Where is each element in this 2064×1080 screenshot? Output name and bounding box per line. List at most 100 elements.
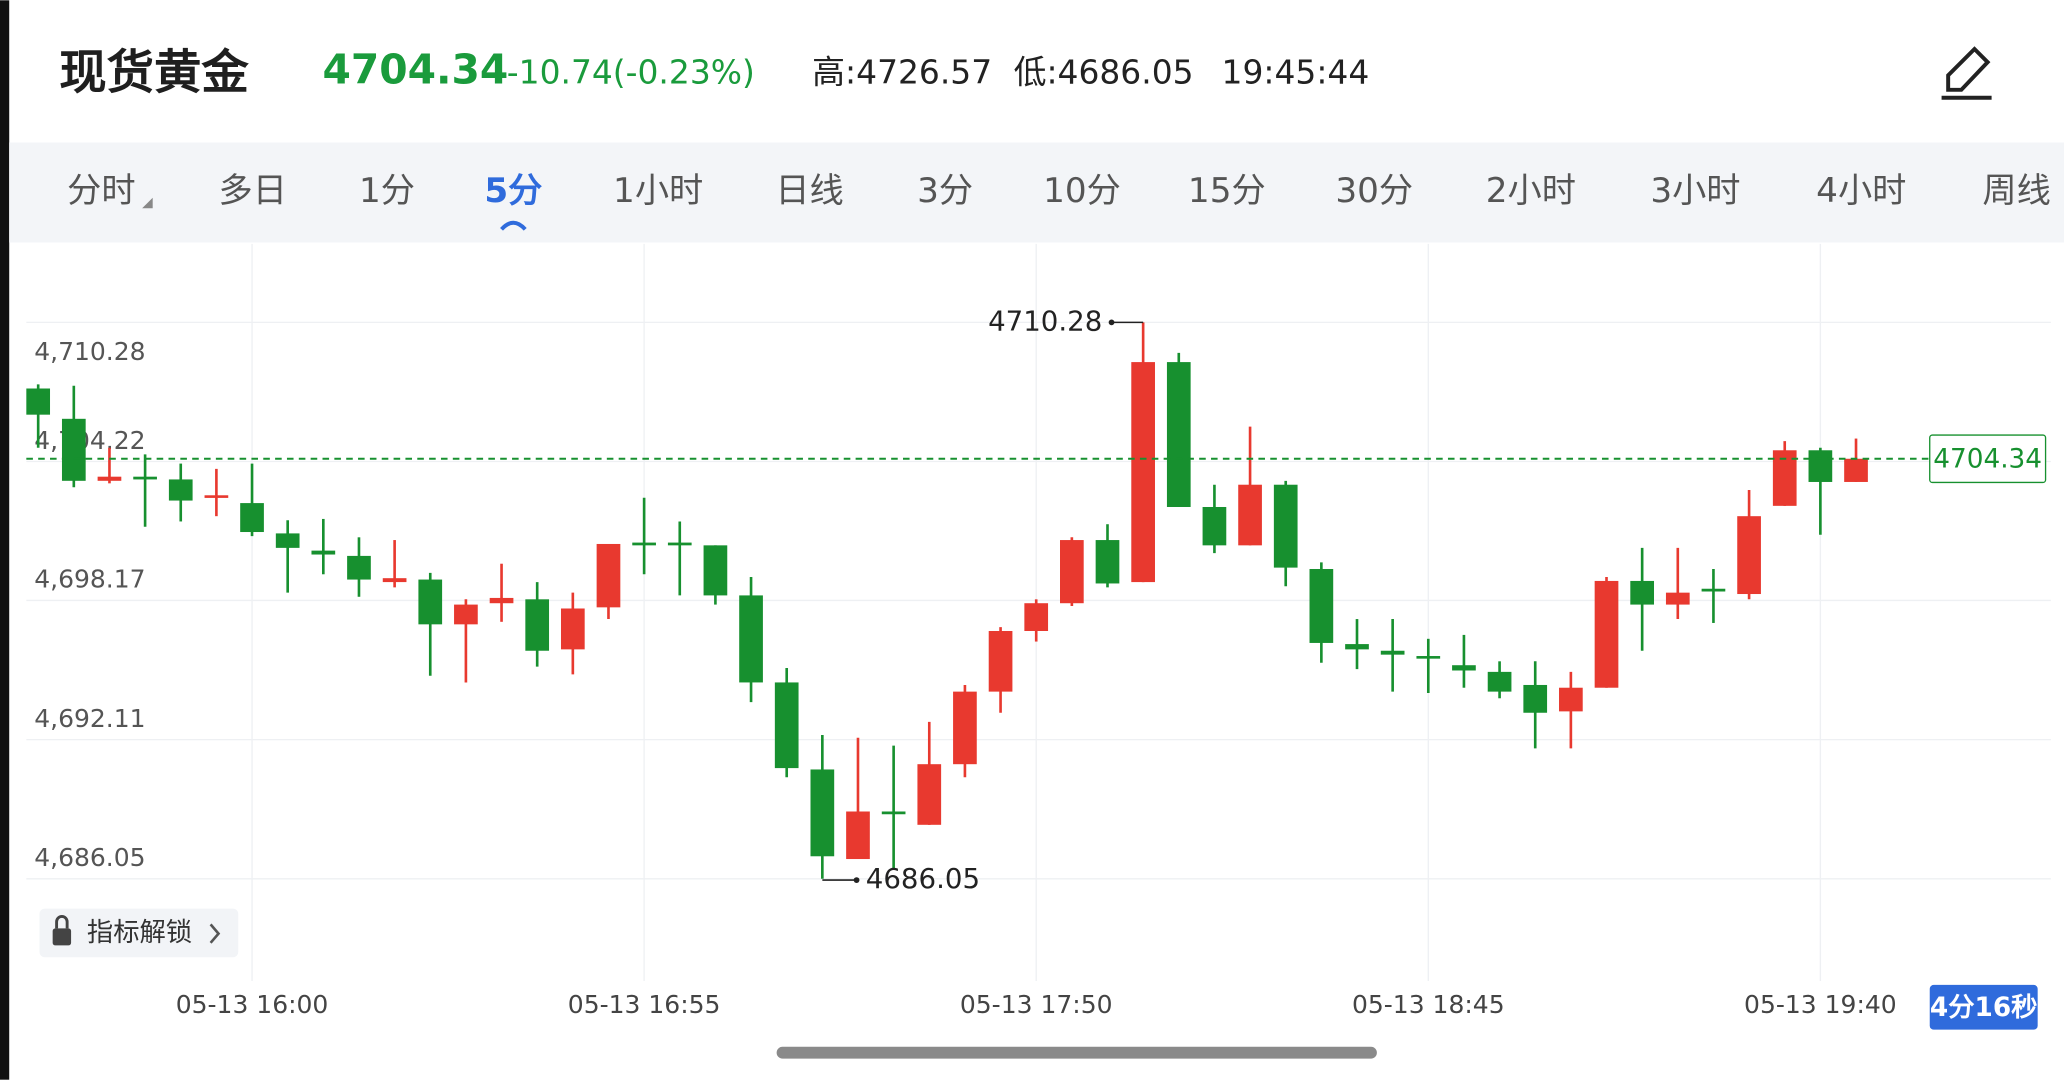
edit-button[interactable] xyxy=(1941,46,1992,100)
tab[interactable]: 15分 xyxy=(1188,171,1266,211)
candle-body xyxy=(1523,684,1548,713)
tab[interactable]: 日线 xyxy=(775,171,843,211)
indicator-button[interactable]: 指标解锁 xyxy=(39,908,239,958)
tab[interactable]: 5分 xyxy=(484,171,542,211)
candle-body xyxy=(61,418,86,481)
current-price: 4704.34 xyxy=(323,46,509,94)
countdown-badge: 4分16秒 xyxy=(1929,984,2038,1030)
candle-body xyxy=(1309,568,1334,643)
candle-body xyxy=(739,595,763,683)
day-high: 高:4726.57 xyxy=(812,53,992,92)
candle-body xyxy=(1131,362,1155,583)
candle-body xyxy=(311,550,336,555)
candle-body xyxy=(1060,540,1084,604)
lock-icon xyxy=(52,928,72,946)
indicator-button-bg xyxy=(39,908,239,958)
candle-body xyxy=(810,769,835,857)
candle-body xyxy=(240,503,264,533)
tabs: 分时 多日 1分 5分 1小时 日线 3分 10分 15分 30分 2小时 3小时 4小时 周线 xyxy=(67,171,2051,231)
y-tick-label: 4,704.22 xyxy=(34,426,145,455)
chart: 4,686.05 4,692.11 4,698.17 4,704.22 4,710.28… xyxy=(26,243,2051,1019)
lock-shackle xyxy=(55,915,69,929)
candle-body xyxy=(418,579,443,625)
last-price-label: 4704.34 xyxy=(1933,445,2042,475)
indicator-button-label: 指标解锁 xyxy=(87,918,192,948)
candle-body xyxy=(275,533,300,548)
candle-body xyxy=(667,542,692,546)
x-tick-label: 05-13 18:45 xyxy=(1352,990,1505,1019)
candle-body xyxy=(1452,665,1476,671)
chevron xyxy=(209,923,221,944)
candle-body xyxy=(168,479,193,501)
candle-body xyxy=(596,543,621,608)
x-tick-label: 05-13 17:50 xyxy=(960,990,1113,1019)
candle-body xyxy=(204,495,229,498)
candle-body xyxy=(774,682,799,769)
candle-body xyxy=(1594,580,1619,688)
candle-body xyxy=(1416,656,1441,659)
x-tick-label: 05-13 16:55 xyxy=(568,990,721,1019)
candle-body xyxy=(1559,687,1583,712)
y-tick-label: 4,692.11 xyxy=(34,704,145,733)
candle-body xyxy=(560,608,585,650)
candle-body xyxy=(1380,650,1405,655)
tab-bar xyxy=(9,142,2064,243)
price-change: -10.74(-0.23%) xyxy=(507,53,755,92)
instrument-title: 现货黄金 xyxy=(59,45,249,100)
candle-body xyxy=(1701,588,1726,592)
y-tick-label: 4,686.05 xyxy=(34,843,145,872)
x-tick-label: 05-13 16:00 xyxy=(176,990,329,1019)
candle-body xyxy=(1772,450,1797,506)
day-low: 低:4686.05 xyxy=(1014,53,1194,92)
tab[interactable]: 1小时 xyxy=(613,171,703,211)
candle-body xyxy=(1844,458,1868,482)
tab[interactable]: 3分 xyxy=(917,171,973,211)
tab[interactable]: 分时 xyxy=(67,171,135,211)
candle-body xyxy=(1487,671,1512,692)
low-marker-dot xyxy=(853,877,860,883)
y-tick-label: 4,710.28 xyxy=(34,337,145,366)
candle-body xyxy=(703,545,728,596)
tab[interactable]: 4小时 xyxy=(1816,171,1906,211)
quote-time: 19:45:44 xyxy=(1222,53,1370,92)
candle-body xyxy=(489,597,514,604)
high-marker-dot xyxy=(1108,319,1115,326)
candle-body xyxy=(133,476,157,480)
candle-body xyxy=(632,542,656,546)
candle-body xyxy=(97,476,122,481)
candle-body xyxy=(1345,644,1369,650)
y-tick-label: 4,698.17 xyxy=(34,565,145,594)
screen-edge xyxy=(0,0,10,1080)
candle-body xyxy=(1808,450,1833,482)
tab[interactable]: 10分 xyxy=(1043,171,1121,211)
header: 现货黄金 4704.34 -10.74(-0.23%) 高:4726.57 低:… xyxy=(59,45,1992,100)
tab[interactable]: 3小时 xyxy=(1650,171,1740,211)
tab[interactable]: 多日 xyxy=(219,171,287,211)
active-tab-indicator xyxy=(500,220,527,231)
candle-body xyxy=(881,811,906,815)
candle-body xyxy=(1630,580,1655,605)
low-marker-label: 4686.05 xyxy=(866,862,980,895)
candle-body xyxy=(1737,516,1761,595)
tab[interactable]: 1分 xyxy=(359,171,415,211)
candle-body xyxy=(1238,484,1262,546)
candle-body xyxy=(1202,506,1227,546)
tab[interactable]: 2小时 xyxy=(1486,171,1576,211)
countdown: 4分16秒 xyxy=(1930,993,2038,1023)
candle-body xyxy=(917,764,942,825)
home-indicator xyxy=(776,1046,1377,1059)
candle-body xyxy=(1095,540,1120,584)
candle-body xyxy=(454,604,478,625)
candle-body xyxy=(953,691,977,765)
candle-body xyxy=(382,578,407,583)
x-tick-label: 05-13 19:40 xyxy=(1744,990,1897,1019)
candle-body xyxy=(525,599,550,651)
tab[interactable]: 30分 xyxy=(1335,171,1413,211)
candle-body xyxy=(1166,362,1191,507)
tab[interactable]: 周线 xyxy=(1982,171,2050,211)
last-price-box xyxy=(1929,434,2047,484)
candle-body xyxy=(347,555,371,580)
candle-body xyxy=(988,630,1013,692)
